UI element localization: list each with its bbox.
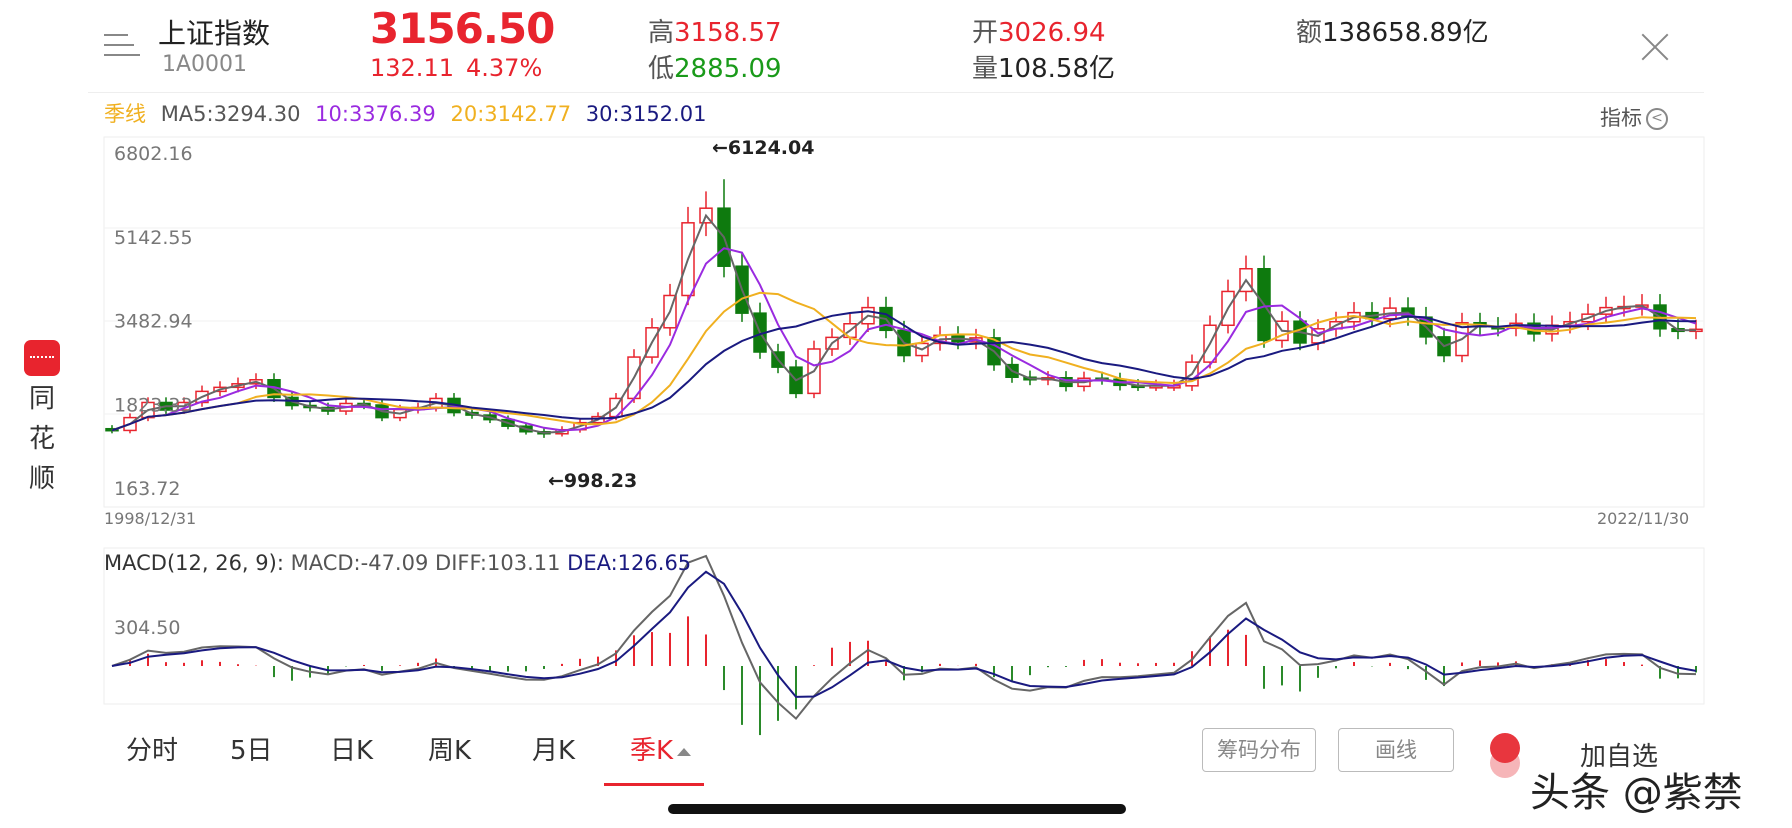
dea-value: DEA:126.65 xyxy=(567,551,692,575)
quote-header: 上证指数 1A0001 3156.50 132.11 4.37% 高3158.5… xyxy=(0,0,1792,92)
tab-weekly[interactable]: 周K xyxy=(428,736,472,766)
tab-daily[interactable]: 日K xyxy=(330,736,374,766)
logo-char: 花 xyxy=(28,424,55,454)
ma-legend: 季线 MA5:3294.30 10:3376.39 20:3142.77 30:… xyxy=(104,98,714,128)
high-value: 3158.57 xyxy=(674,18,782,48)
caret-up-icon xyxy=(677,747,692,756)
high-marker: ←6124.04 xyxy=(712,137,814,159)
tab-5day[interactable]: 5日 xyxy=(230,736,273,766)
price-axis-label: 163.72 xyxy=(114,478,180,500)
tab-monthly[interactable]: 月K xyxy=(532,736,576,766)
volume-stat: 量108.58亿 xyxy=(972,48,1115,85)
ma30-legend: 30:3152.01 xyxy=(585,102,707,126)
macd-title: MACD(12, 26, 9): xyxy=(104,551,284,575)
ma30-line xyxy=(111,310,1697,432)
open-stat: 开3026.94 xyxy=(972,12,1106,49)
macd-lines xyxy=(111,554,1697,721)
ma-lines xyxy=(111,213,1697,434)
price-chart-frame xyxy=(103,136,1705,508)
volume-label: 量 xyxy=(972,54,999,84)
diff-value: DIFF:103.11 xyxy=(435,551,561,575)
menu-icon[interactable] xyxy=(104,32,140,62)
ma20-line xyxy=(111,291,1697,432)
header-divider xyxy=(88,92,1704,93)
ma5-legend: MA5:3294.30 xyxy=(160,102,301,126)
price-axis-label: 6802.16 xyxy=(114,143,193,165)
ths-logo: 同 花 顺 xyxy=(24,340,62,496)
draw-line-button[interactable]: 画线 xyxy=(1338,728,1454,772)
ma10-legend: 10:3376.39 xyxy=(315,102,436,126)
macd-frame xyxy=(103,547,1705,705)
logo-char: 同 xyxy=(28,384,55,414)
price-change: 132.11 xyxy=(370,54,454,82)
open-value: 3026.94 xyxy=(998,18,1106,48)
logo-char: 顺 xyxy=(28,464,55,494)
low-value: 2885.09 xyxy=(674,54,782,84)
period-label: 季线 xyxy=(104,102,146,126)
high-stat: 高3158.57 xyxy=(648,12,782,49)
index-code: 1A0001 xyxy=(162,52,248,77)
macd-axis-label: 304.50 xyxy=(114,617,180,639)
price-change-percent: 4.37% xyxy=(466,54,543,82)
chevron-left-icon: < xyxy=(1646,108,1668,130)
indicator-button[interactable]: 指标 < xyxy=(1600,102,1668,132)
index-name: 上证指数 xyxy=(158,17,271,50)
date-end: 2022/11/30 xyxy=(1597,509,1689,528)
volume-value: 108.58亿 xyxy=(998,54,1115,84)
macd-value: MACD:-47.09 xyxy=(290,551,429,575)
price-axis-label: 5142.55 xyxy=(114,227,193,249)
current-price: 3156.50 xyxy=(370,4,555,53)
open-label: 开 xyxy=(972,18,999,48)
home-indicator xyxy=(668,804,1126,814)
chart-logo-icon xyxy=(24,340,60,376)
indicator-label: 指标 xyxy=(1600,106,1642,130)
favorite-dot-icon[interactable] xyxy=(1490,733,1520,763)
macd-legend: MACD(12, 26, 9): MACD:-47.09 DIFF:103.11… xyxy=(104,551,691,575)
tab-intraday[interactable]: 分时 xyxy=(126,736,179,766)
add-favorite-button[interactable]: 加自选 xyxy=(1580,742,1659,772)
active-tab-indicator xyxy=(604,783,704,786)
low-marker: ←998.23 xyxy=(548,470,637,492)
low-stat: 低2885.09 xyxy=(648,48,782,85)
dea-line xyxy=(111,570,1697,698)
date-start: 1998/12/31 xyxy=(104,509,196,528)
ma20-legend: 20:3142.77 xyxy=(450,102,572,126)
diff-line xyxy=(111,554,1697,721)
amount-stat: 额138658.89亿 xyxy=(1296,12,1489,49)
price-axis-label: 1823.33 xyxy=(114,394,193,416)
tab-quarterly-label: 季K xyxy=(630,736,674,766)
watermark: 头条 @紫禁 xyxy=(1530,770,1743,816)
chip-distribution-button[interactable]: 筹码分布 xyxy=(1202,728,1316,772)
amount-value: 138658.89亿 xyxy=(1322,18,1489,48)
price-axis-label: 3482.94 xyxy=(114,311,193,333)
high-label: 高 xyxy=(648,18,675,48)
amount-label: 额 xyxy=(1296,18,1323,48)
macd-histogram xyxy=(129,616,1697,736)
price-axis: 6802.16 5142.55 3482.94 1823.33 163.72 xyxy=(114,143,193,500)
tab-quarterly[interactable]: 季K xyxy=(630,730,692,767)
low-label: 低 xyxy=(648,54,675,84)
